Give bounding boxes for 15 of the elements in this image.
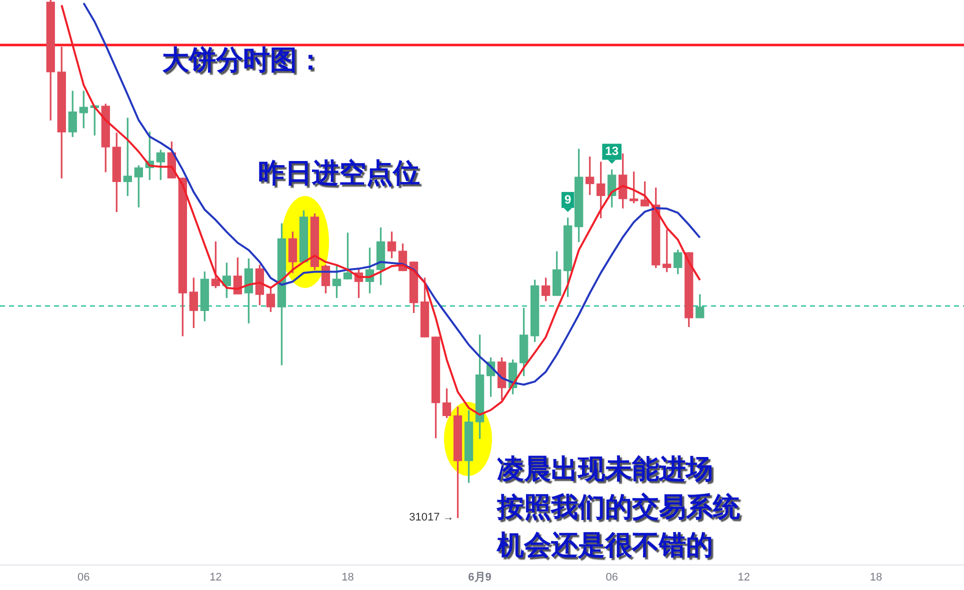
annotation: 31017 → — [409, 512, 454, 524]
x-tick-label: 12 — [210, 571, 222, 584]
x-tick-label: 6月9 — [468, 571, 492, 584]
x-tick-label: 18 — [870, 571, 882, 584]
annotation: 按照我们的交易系统 — [497, 491, 740, 525]
annotation: 13 — [605, 144, 619, 158]
annotation: 9 — [564, 192, 572, 206]
text: 机会还是很不错的 — [497, 529, 713, 563]
x-tick-label: 06 — [606, 571, 618, 584]
annotation: 昨日进空点位 — [258, 157, 420, 191]
text: 大饼分时图： — [162, 44, 324, 78]
x-tick-label: 18 — [342, 571, 354, 584]
x-tick-label: 12 — [738, 571, 750, 584]
annotation: 凌晨出现未能进场 — [497, 453, 713, 487]
x-tick-label: 06 — [78, 571, 90, 584]
